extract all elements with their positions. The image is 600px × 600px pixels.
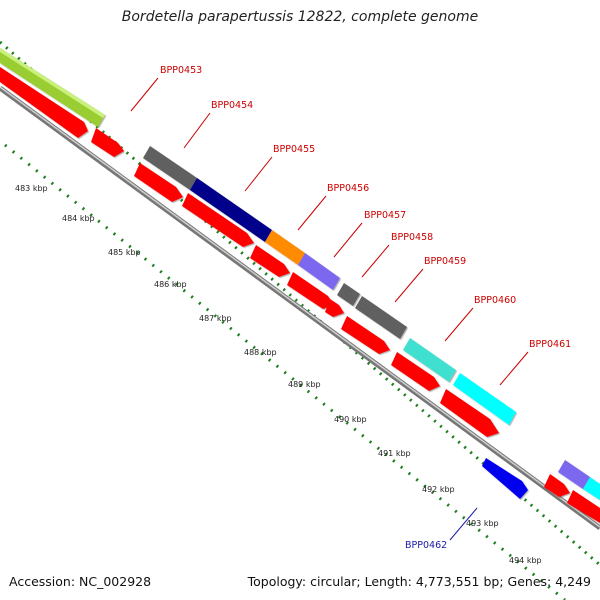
gene-arrow-bpp0456[interactable] — [182, 193, 254, 247]
backbone-ring — [0, 85, 600, 531]
gene-feature-bpp0455-outer[interactable] — [143, 146, 197, 190]
gene-label-bpp0456[interactable]: BPP0456 — [327, 183, 369, 194]
gene-feature-bpp0461-outer-a[interactable] — [403, 338, 456, 382]
kbp-tick-label: 487 kbp — [199, 314, 232, 323]
kbp-tick-label: 491 kbp — [378, 449, 411, 458]
gene-label-bpp0461[interactable]: BPP0461 — [529, 339, 571, 350]
gene-leader-line — [444, 307, 474, 342]
gene-label-bpp0454[interactable]: BPP0454 — [211, 100, 253, 111]
gene-leader-line — [244, 156, 273, 192]
gene-arrow-bpp0455[interactable] — [134, 163, 183, 202]
gene-feature-right-outer-b[interactable] — [583, 477, 600, 500]
kbp-tick-label: 492 kbp — [422, 485, 455, 494]
gene-label-bpp0453[interactable]: BPP0453 — [160, 65, 202, 76]
gene-feature-bpp0460-outer[interactable] — [355, 296, 407, 339]
gene-leader-line — [394, 268, 424, 303]
gene-leader-line — [130, 77, 159, 112]
gene-feature-bpp0456-outer[interactable] — [190, 178, 272, 242]
gene-label-bpp0462[interactable]: BPP0462 — [405, 540, 447, 551]
gene-arrow-right-b[interactable] — [567, 490, 600, 523]
gene-leader-line — [183, 112, 211, 149]
gene-feature-bpp0461-outer-b[interactable] — [453, 373, 516, 425]
gene-arrow-right-a[interactable] — [544, 474, 570, 497]
gene-arrow-bpp0458[interactable] — [287, 272, 334, 309]
kbp-tick-label: 489 kbp — [288, 380, 321, 389]
gene-arrow-bpp0462[interactable] — [482, 458, 528, 499]
gene-leader-line — [333, 222, 363, 258]
kbp-tick-label: 490 kbp — [334, 415, 367, 424]
map-title: Bordetella parapertussis 12822, complete… — [121, 9, 479, 25]
gene-arrow-bpp0459[interactable] — [325, 299, 344, 317]
accession-text: Accession: NC_002928 — [9, 574, 152, 589]
gene-feature-bpp0453-outer-hi — [0, 48, 105, 118]
gene-arrow-bpp0461[interactable] — [391, 352, 440, 391]
kbp-tick-label: 493 kbp — [466, 519, 499, 528]
gene-label-bpp0460[interactable]: BPP0460 — [474, 295, 516, 306]
gene-label-bpp0459[interactable]: BPP0459 — [424, 256, 466, 267]
kbp-tick-label: 494 kbp — [509, 556, 542, 565]
gene-leader-line — [499, 351, 529, 386]
gene-leader-line — [449, 507, 478, 541]
gene-feature-bpp0457-outer[interactable] — [265, 230, 305, 265]
gene-arrow-bpp0453[interactable] — [0, 67, 88, 138]
gene-arrow-bpp0454[interactable] — [91, 128, 124, 157]
gene-feature-bpp0458-outer[interactable] — [298, 253, 340, 290]
kbp-tick-label: 486 kbp — [154, 280, 187, 289]
gene-feature-bpp0459-outer[interactable] — [337, 283, 360, 306]
kbp-tick-label: 485 kbp — [108, 248, 141, 257]
gene-label-bpp0455[interactable]: BPP0455 — [273, 144, 315, 155]
gene-label-bpp0457[interactable]: BPP0457 — [364, 210, 406, 221]
gene-feature-right-outer-a[interactable] — [558, 460, 590, 489]
kbp-tick-label: 483 kbp — [15, 184, 48, 193]
inner-tick-track — [4, 143, 566, 600]
genome-summary-text: Topology: circular; Length: 4,773,551 bp… — [247, 574, 591, 589]
backbone-highlight — [0, 86, 600, 528]
kbp-tick-label: 488 kbp — [244, 348, 277, 357]
kbp-tick-label: 484 kbp — [62, 214, 95, 223]
gene-arrow-bpp0460[interactable] — [341, 316, 390, 354]
gene-leader-line — [297, 195, 327, 231]
gene-leader-line — [361, 244, 390, 278]
gene-arrow-bpp0461b[interactable] — [440, 389, 499, 437]
gene-arrow-bpp0457[interactable] — [250, 245, 290, 277]
gene-label-bpp0458[interactable]: BPP0458 — [391, 232, 433, 243]
